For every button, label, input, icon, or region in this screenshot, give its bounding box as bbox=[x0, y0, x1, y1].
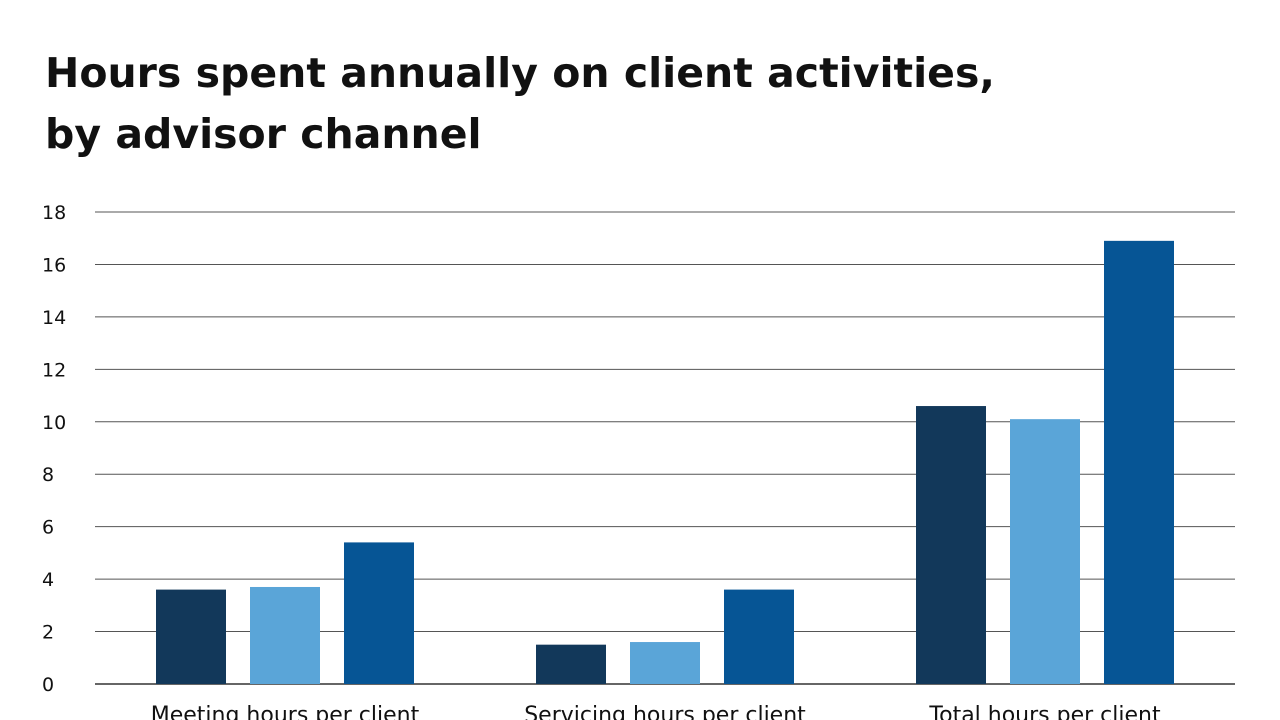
x-tick-label: Total hours per client bbox=[928, 703, 1161, 720]
y-tick-label: 12 bbox=[42, 359, 66, 381]
bar bbox=[630, 642, 700, 684]
bar bbox=[1104, 240, 1174, 684]
y-tick-label: 0 bbox=[42, 674, 54, 696]
chart-title: Hours spent annually on client activitie… bbox=[45, 49, 995, 97]
y-tick-label: 14 bbox=[42, 307, 66, 329]
bar bbox=[724, 589, 794, 684]
chart-title: by advisor channel bbox=[45, 110, 482, 158]
y-tick-label: 18 bbox=[42, 202, 66, 224]
y-tick-label: 6 bbox=[42, 517, 54, 539]
y-tick-label: 2 bbox=[42, 622, 54, 644]
bar bbox=[916, 406, 986, 684]
bar bbox=[344, 542, 414, 684]
x-tick-label: Servicing hours per client bbox=[524, 703, 806, 720]
bar bbox=[156, 589, 226, 684]
y-tick-label: 10 bbox=[42, 412, 66, 434]
y-tick-label: 4 bbox=[42, 569, 54, 591]
y-tick-label: 8 bbox=[42, 464, 54, 486]
bar bbox=[250, 586, 320, 684]
y-tick-label: 16 bbox=[42, 254, 66, 276]
bar bbox=[1010, 419, 1080, 684]
x-tick-label: Meeting hours per client bbox=[151, 703, 420, 720]
bar bbox=[536, 644, 606, 684]
